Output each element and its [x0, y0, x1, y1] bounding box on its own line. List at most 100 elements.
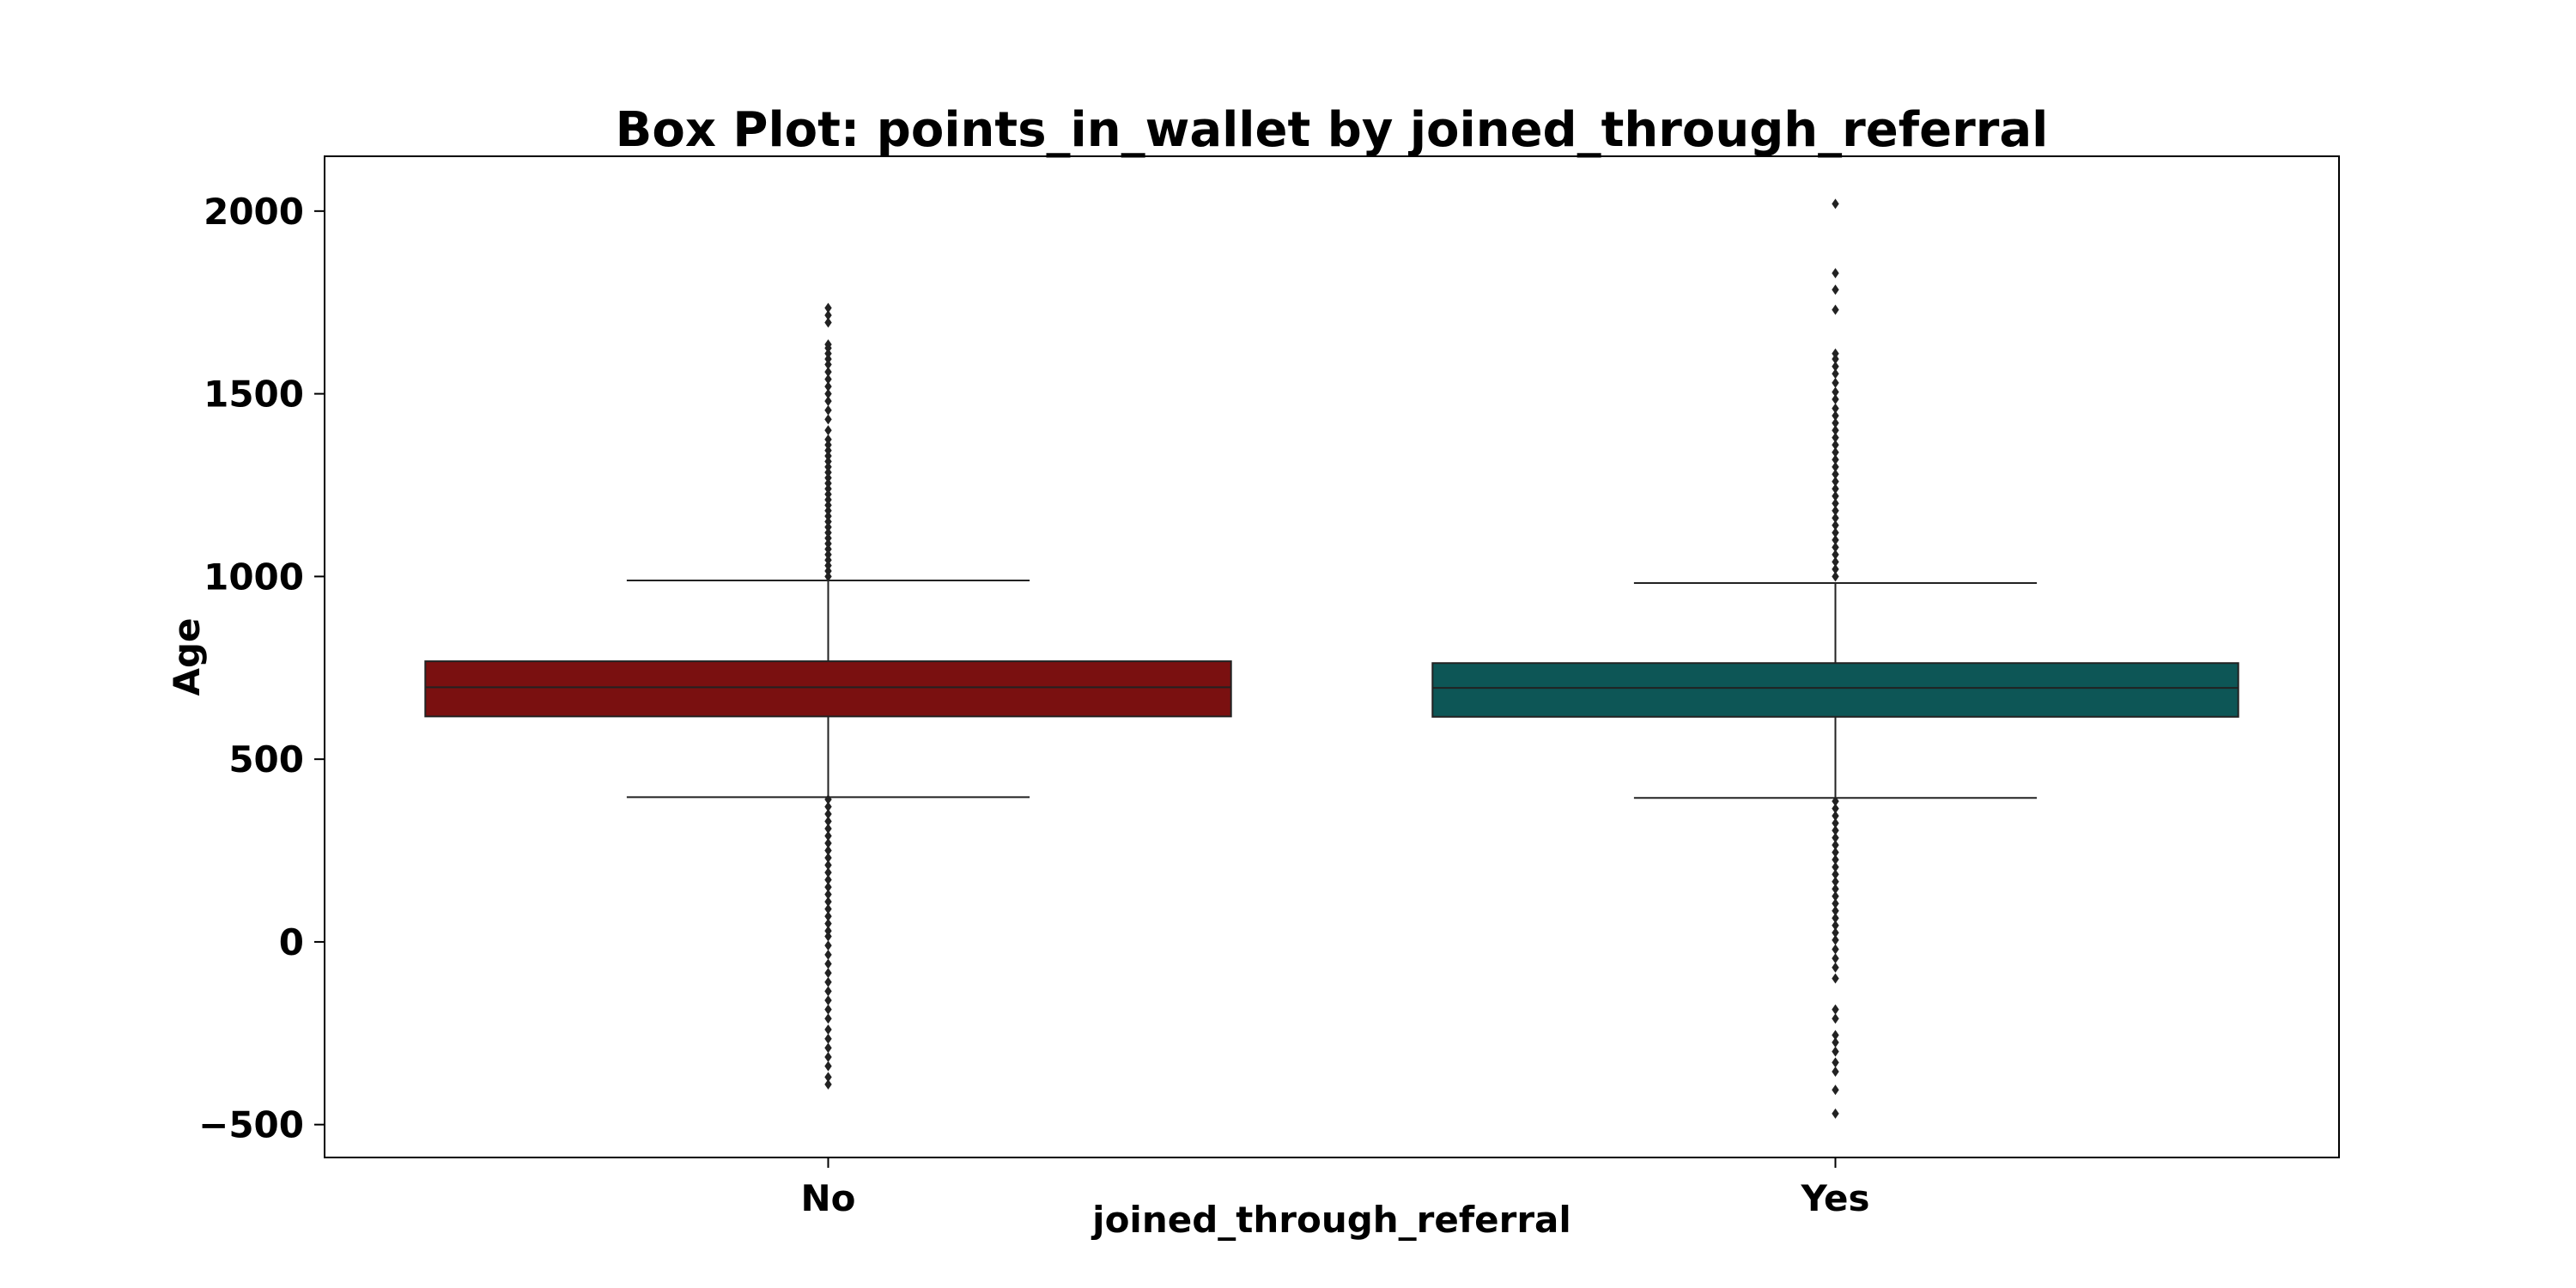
outlier-point: [824, 560, 832, 571]
outlier-point: [1832, 920, 1839, 931]
x-tick-label: Yes: [1800, 1177, 1869, 1219]
outlier-point: [1832, 876, 1839, 887]
outlier-point: [1832, 556, 1839, 568]
outlier-point: [824, 500, 832, 511]
x-tick-label: No: [800, 1177, 855, 1219]
outlier-point: [824, 549, 832, 560]
outlier-point: [1832, 490, 1839, 501]
outlier-point: [824, 808, 832, 819]
outlier-point: [824, 816, 832, 827]
outlier-point: [1832, 354, 1839, 365]
outlier-point: [824, 359, 832, 370]
outlier-point: [824, 830, 832, 841]
outlier-point: [1832, 469, 1839, 480]
outlier-point: [1832, 348, 1839, 359]
outlier-point: [1832, 847, 1839, 858]
y-tick-label: −500: [198, 1104, 304, 1146]
plot-area-frame: [324, 155, 2340, 1158]
outlier-point: [1832, 505, 1839, 516]
outlier-point: [824, 565, 832, 576]
outlier-point: [1832, 840, 1839, 851]
outlier-point: [824, 521, 832, 532]
outlier-point: [824, 986, 832, 997]
outlier-point: [1832, 854, 1839, 866]
outlier-point: [824, 374, 832, 385]
outlier-point: [824, 532, 832, 544]
outlier-point: [1832, 377, 1839, 388]
outlier-point: [1832, 440, 1839, 451]
outlier-point: [824, 958, 832, 969]
outlier-point: [824, 343, 832, 354]
outlier-point: [824, 1042, 832, 1054]
box-iqr: [424, 660, 1232, 718]
outlier-point: [824, 1024, 832, 1036]
outlier-point: [824, 381, 832, 392]
outlier-point: [1832, 268, 1839, 279]
outlier-point: [824, 477, 832, 489]
outlier-point: [824, 461, 832, 472]
outlier-point: [1832, 498, 1839, 509]
outlier-point: [1832, 513, 1839, 524]
outlier-point: [824, 317, 832, 328]
outlier-point: [824, 472, 832, 483]
outlier-point: [824, 527, 832, 538]
outlier-point: [1832, 934, 1839, 945]
outlier-point: [824, 860, 832, 871]
outlier-point: [1832, 832, 1839, 843]
chart-title: Box Plot: points_in_wallet by joined_thr…: [616, 102, 2049, 158]
y-tick-label: 500: [228, 738, 304, 781]
outliers-yes: [1832, 198, 1839, 1119]
outlier-point: [1832, 898, 1839, 909]
box-group-no: [424, 580, 1232, 799]
outlier-point: [824, 1004, 832, 1015]
outlier-point: [1832, 1057, 1839, 1068]
y-tick-label: 1000: [204, 556, 304, 598]
outlier-point: [1832, 890, 1839, 902]
outlier-point: [1832, 796, 1839, 807]
outlier-point: [1832, 461, 1839, 472]
outlier-point: [824, 495, 832, 506]
boxes-layer: [424, 580, 2239, 799]
outlier-point: [824, 414, 832, 425]
outlier-point: [824, 940, 832, 951]
y-tick-label: 0: [279, 921, 304, 963]
outlier-point: [1832, 519, 1839, 531]
outlier-point: [1832, 973, 1839, 984]
outlier-point: [1832, 1108, 1839, 1119]
outlier-point: [824, 555, 832, 566]
outlier-point: [824, 571, 832, 582]
outlier-point: [824, 467, 832, 478]
outlier-point: [1832, 483, 1839, 495]
outlier-point: [1832, 542, 1839, 553]
outlier-point: [1832, 432, 1839, 443]
outlier-point: [824, 976, 832, 987]
outlier-point: [824, 838, 832, 849]
outlier-point: [1832, 1066, 1839, 1077]
outlier-point: [1832, 905, 1839, 916]
outlier-point: [1832, 884, 1839, 895]
outlier-point: [1832, 869, 1839, 880]
outlier-point: [1832, 563, 1839, 574]
x-axis: No Yes: [800, 1157, 1870, 1219]
outlier-point: [824, 516, 832, 527]
outlier-point: [1832, 913, 1839, 924]
x-axis-label: joined_through_referral: [1091, 1199, 1571, 1241]
outlier-point: [1832, 817, 1839, 829]
outlier-point: [824, 949, 832, 960]
outlier-point: [824, 489, 832, 500]
outlier-point: [1832, 534, 1839, 545]
outlier-point: [824, 456, 832, 467]
outlier-point: [824, 388, 832, 399]
outlier-point: [824, 1013, 832, 1024]
box-group-yes: [1431, 582, 2239, 799]
outlier-point: [824, 889, 832, 900]
outlier-point: [824, 434, 832, 445]
outlier-point: [1832, 953, 1839, 964]
outlier-point: [824, 1033, 832, 1044]
outlier-point: [1832, 476, 1839, 487]
outliers-layer: [824, 198, 1839, 1119]
outlier-point: [1832, 1046, 1839, 1057]
y-tick-label: 1500: [204, 374, 304, 416]
